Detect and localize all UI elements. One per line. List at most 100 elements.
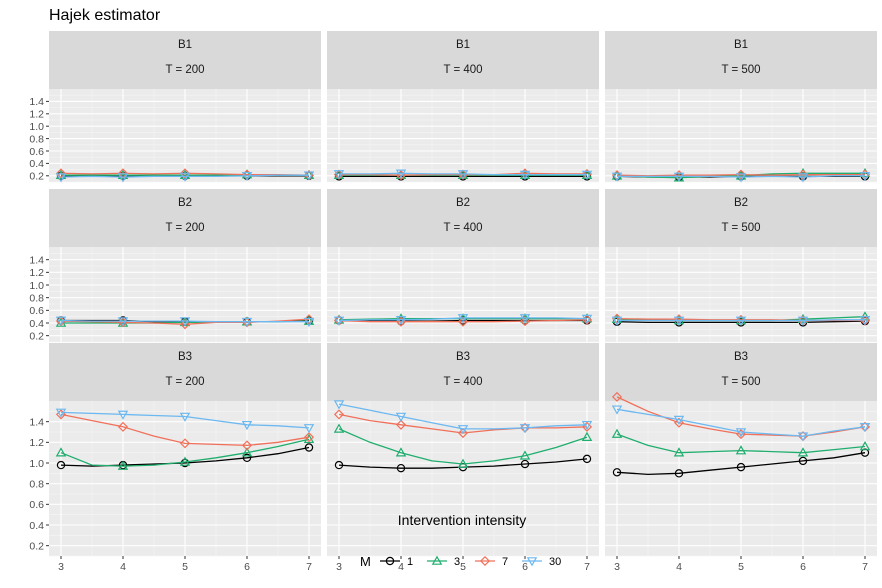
data-point — [859, 316, 871, 326]
y-tick-label: 0.6 — [29, 146, 44, 158]
facet-label-col: T = 400 — [443, 64, 482, 76]
legend-key-marker — [526, 557, 538, 567]
data-point — [612, 468, 622, 477]
legend-item-M-7: 7 — [475, 555, 508, 568]
facet-strip — [605, 31, 877, 89]
data-point — [179, 168, 191, 179]
y-axes: 0.20.40.60.81.01.21.40.20.40.60.81.01.21… — [29, 96, 49, 552]
series-line — [616, 433, 866, 454]
y-tick-label: 0.6 — [29, 305, 44, 317]
panel-b1-t-500: B1 T = 500 — [605, 31, 877, 183]
facet-label-row: B1 — [734, 39, 748, 51]
legend-label: 30 — [549, 556, 561, 568]
series-line — [338, 428, 588, 465]
data-point — [303, 314, 315, 325]
data-point — [334, 460, 344, 470]
series-M-30 — [611, 405, 871, 442]
y-tick-label: 1.0 — [29, 121, 44, 133]
data-point — [519, 450, 531, 460]
data-point — [333, 170, 345, 180]
data-point — [304, 443, 314, 452]
y-tick-label: 0.8 — [29, 292, 44, 304]
x-tick-label: 3 — [58, 561, 64, 573]
legend-label: 1 — [407, 556, 413, 568]
data-point — [117, 421, 129, 432]
x-axes: 3 4 5 6 7 3 4 5 6 7 3 4 5 6 7 — [58, 556, 868, 573]
series-line — [339, 172, 587, 176]
data-point — [519, 316, 531, 327]
facet-label-row: B2 — [456, 197, 470, 209]
data-point — [673, 172, 685, 182]
legend-label: 3 — [454, 556, 460, 568]
x-tick-label: 6 — [800, 561, 806, 573]
data-point — [395, 316, 407, 326]
data-point — [736, 462, 746, 472]
data-point — [55, 316, 67, 326]
data-point — [333, 409, 345, 420]
data-point — [179, 317, 191, 327]
data-point — [333, 400, 345, 410]
data-point — [395, 419, 407, 430]
data-point — [241, 172, 253, 182]
data-point — [179, 456, 191, 466]
facet-label-row: B2 — [178, 197, 192, 209]
facet-label-row: B3 — [178, 351, 192, 363]
data-point — [797, 447, 809, 457]
facet-strip — [605, 343, 877, 401]
facet-label-col: T = 400 — [443, 376, 482, 388]
data-point — [735, 316, 747, 326]
facet-label-row: B3 — [734, 351, 748, 363]
data-point — [457, 314, 469, 324]
panel-b3-t-200: B3 T = 200 — [49, 343, 321, 557]
data-point — [859, 172, 871, 182]
data-point — [797, 169, 809, 180]
data-point — [457, 425, 469, 435]
data-point — [519, 170, 531, 180]
data-point — [581, 420, 593, 431]
facet-label-row: B3 — [456, 351, 470, 363]
facet-label-col: T = 200 — [165, 376, 204, 388]
data-point — [179, 412, 191, 422]
y-tick-label: 1.2 — [29, 109, 44, 121]
y-tick-label: 0.6 — [29, 499, 44, 511]
series-M-3 — [333, 423, 593, 468]
y-tick-label: 1.0 — [29, 280, 44, 292]
x-tick-label: 3 — [336, 561, 342, 573]
data-point — [735, 169, 747, 180]
facet-label-row: B1 — [456, 39, 470, 51]
series-line — [60, 174, 309, 178]
y-tick-label: 0.4 — [29, 158, 44, 170]
y-tick-label: 1.0 — [29, 458, 44, 470]
panel-b3-t-500: B3 T = 500 — [605, 343, 877, 557]
series-line — [338, 317, 587, 321]
facet-strip — [49, 31, 321, 89]
data-point — [674, 469, 684, 478]
data-point — [333, 316, 345, 326]
panel-b2-t-400: B2 T = 400 — [327, 189, 599, 343]
x-axis-label: Intervention intensity — [398, 512, 526, 528]
series-M-3 — [55, 433, 315, 470]
legend-item-M-30: 30 — [522, 556, 561, 568]
data-point — [735, 428, 747, 438]
data-point — [55, 447, 67, 457]
data-point — [55, 168, 67, 179]
series-M-30 — [333, 169, 593, 180]
data-point — [581, 314, 593, 324]
y-tick-label: 0.2 — [29, 330, 44, 342]
legend-key-marker — [431, 555, 443, 565]
facet-label-row: B1 — [178, 39, 192, 51]
panel-b1-t-200: B1 T = 200 — [49, 31, 321, 183]
chart-title: Hajek estimator — [49, 7, 161, 24]
x-tick-label: 4 — [398, 561, 404, 573]
data-point — [673, 316, 685, 326]
data-point — [798, 456, 808, 466]
legend-item-M-1: 1 — [380, 556, 413, 568]
series-M-30 — [55, 171, 315, 183]
y-tick-label: 1.4 — [29, 416, 44, 428]
facet-label-row: B2 — [734, 197, 748, 209]
data-point — [797, 432, 809, 442]
panel-b2-t-200: B2 T = 200 — [49, 189, 321, 343]
data-point — [241, 447, 253, 457]
data-point — [797, 173, 809, 183]
facet-panels: B1 T = 200 B1 T = 400 B1 T = 500 B2 T = 200 B2 T … — [49, 31, 877, 557]
